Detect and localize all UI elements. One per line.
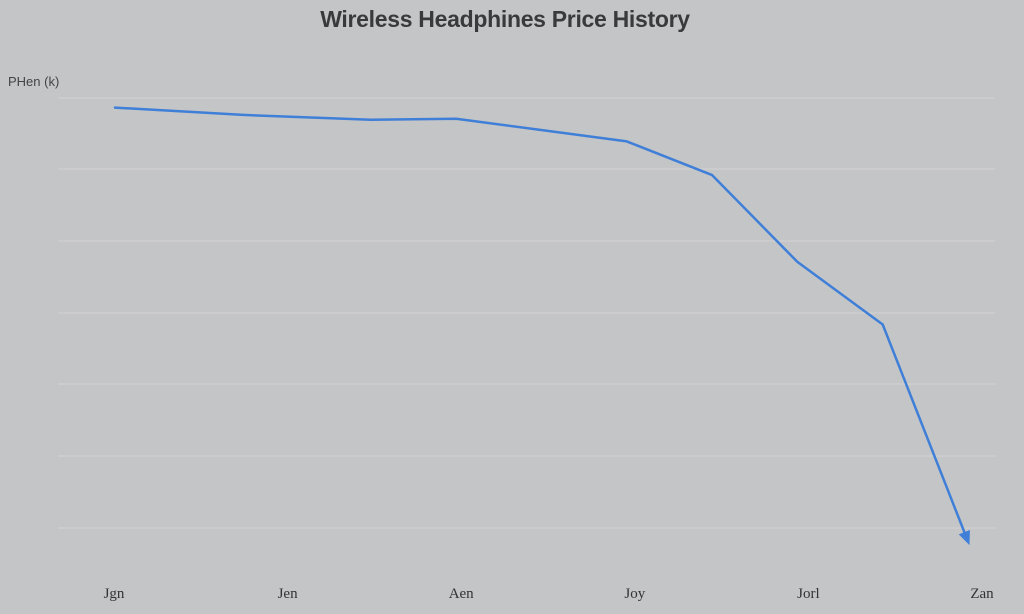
x-tick-label: Zan <box>970 586 994 602</box>
chart-title: Wireless Headphines Price History <box>320 6 690 32</box>
x-tick-label: Joy <box>624 586 645 602</box>
x-tick-label: Jgn <box>104 586 125 602</box>
x-tick-label: Jen <box>278 586 298 602</box>
x-tick-label: Jorl <box>797 586 820 602</box>
y-axis-label: PHen (k) <box>8 74 60 89</box>
series-arrow-head <box>958 529 970 546</box>
x-tick-label: Aen <box>449 586 474 602</box>
price-series-line <box>113 106 970 543</box>
gridlines <box>58 97 995 529</box>
x-axis-ticks: Jgn Jen Aen Joy Jorl Zan <box>104 586 995 602</box>
